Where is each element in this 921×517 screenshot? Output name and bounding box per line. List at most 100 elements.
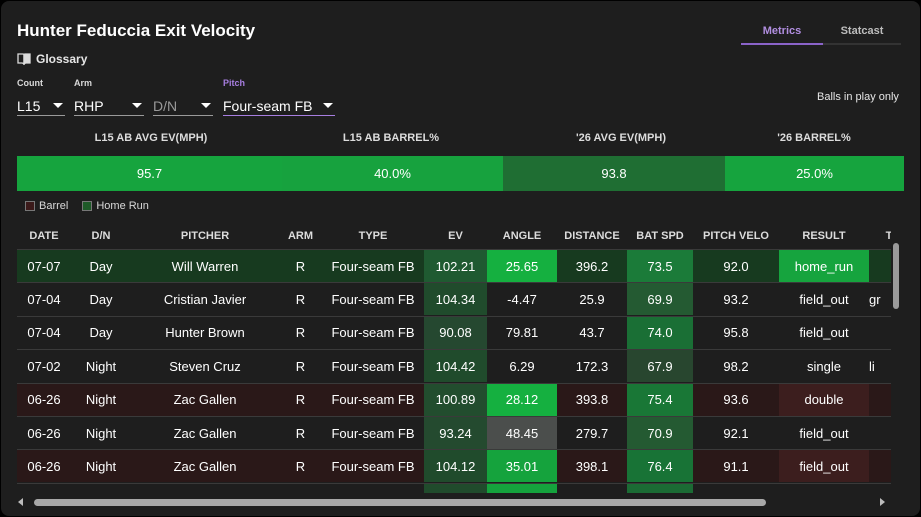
table-cell: 28.12	[487, 383, 557, 416]
table-cell: 104.12	[424, 450, 487, 483]
table-cell: gr	[869, 291, 881, 307]
table-cell: 07-04	[27, 291, 61, 307]
column-header[interactable]: BAT SPD	[636, 230, 684, 242]
count-filter[interactable]: Count L15	[17, 78, 65, 116]
arm-select[interactable]: RHP	[74, 96, 144, 116]
table-cell: 43.7	[579, 325, 605, 341]
table-cell: 393.8	[575, 392, 609, 408]
table-cell: Zac Gallen	[173, 392, 237, 408]
table-cell: 70.9	[627, 417, 693, 449]
glossary-link[interactable]: Glossary	[17, 52, 87, 66]
table-cell	[71, 484, 131, 493]
table-cell: R	[295, 392, 306, 408]
caret-down-icon	[53, 103, 63, 108]
table-cell: field_out	[799, 325, 849, 341]
scroll-right-icon[interactable]	[880, 498, 885, 506]
table-row[interactable]: 06-26 Night Zac Gallen R Four-seam FB 100.89 2…	[17, 382, 891, 416]
day-night-select-value: D/N	[153, 97, 178, 114]
table-cell: 07-04	[27, 325, 61, 341]
column-header[interactable]: PITCHER	[180, 230, 230, 242]
table-cell: R	[295, 358, 306, 374]
horizontal-scroll-thumb[interactable]	[34, 499, 766, 506]
table-cell: field_out	[779, 450, 869, 483]
table-cell: field_out	[799, 291, 849, 307]
table-cell: 93.6	[723, 392, 749, 408]
tab-metrics[interactable]: Metrics	[741, 25, 823, 45]
table-cell: Four-seam FB	[331, 358, 415, 374]
column-header[interactable]: ARM	[287, 230, 314, 242]
arm-filter-label: Arm	[74, 78, 93, 88]
table-cell: Four-seam FB	[331, 325, 415, 341]
table-header: DATE D/N PITCHER ARM TYPE EV ANGLE DISTANCE BAT …	[17, 225, 891, 249]
table-cell: 279.7	[575, 425, 609, 441]
day-night-filter-label	[153, 78, 213, 90]
table-cell	[693, 484, 779, 493]
table-cell	[869, 317, 891, 349]
summary-header: L15 AB BARREL%	[342, 132, 440, 144]
horizontal-scrollbar[interactable]	[18, 497, 888, 507]
table-cell: 48.45	[487, 417, 557, 449]
table-cell: Day	[89, 325, 113, 341]
scroll-left-icon[interactable]	[18, 498, 23, 506]
vertical-scroll-thumb[interactable]	[893, 243, 899, 309]
count-select[interactable]: L15	[17, 96, 65, 116]
table-cell	[424, 483, 487, 493]
pitch-filter[interactable]: Pitch Four-seam FB	[223, 78, 335, 116]
day-night-filter[interactable]: D/N	[153, 78, 213, 116]
table-cell: 104.42	[424, 350, 487, 383]
summary-value: 25.0%	[725, 156, 904, 191]
table-cell	[869, 384, 891, 416]
vertical-scrollbar[interactable]	[891, 237, 901, 495]
legend-swatch	[82, 201, 93, 211]
balls-in-play-toggle[interactable]: Balls in play only	[817, 91, 899, 103]
table-cell: home_run	[779, 250, 869, 282]
table-cell	[627, 483, 693, 493]
table-row[interactable]: 07-04 Day Cristian Javier R Four-seam FB 104.…	[17, 282, 891, 316]
summary-row: 95.7 40.0% 93.8 25.0%	[17, 156, 904, 191]
summary-header: '26 AVG EV(MPH)	[575, 132, 667, 144]
table-cell: Night	[85, 425, 117, 441]
table-cell: Four-seam FB	[331, 392, 415, 408]
caret-down-icon	[323, 103, 333, 108]
table-row[interactable]: 07-02 Night Steven Cruz R Four-seam FB 104.42…	[17, 349, 891, 383]
summary-value: 95.7	[17, 156, 282, 191]
table-cell: 398.1	[575, 458, 609, 474]
glossary-label: Glossary	[36, 52, 88, 66]
table-row[interactable]: 06-26 Night Zac Gallen R Four-seam FB 104.12 3…	[17, 449, 891, 483]
table-cell: single	[807, 358, 841, 374]
column-header[interactable]: DISTANCE	[564, 230, 620, 242]
summary-value: 93.8	[503, 156, 725, 191]
table-cell: 90.08	[424, 316, 487, 349]
table-cell: 91.1	[723, 458, 749, 474]
tab-statcast[interactable]: Statcast	[823, 25, 901, 45]
table-row[interactable]: 07-04 Day Hunter Brown R Four-seam FB 90.08 79…	[17, 315, 891, 349]
column-header[interactable]: TYPE	[358, 230, 388, 242]
table-cell	[869, 417, 891, 449]
summary-header: L15 AB AVG EV(MPH)	[94, 132, 208, 144]
column-header[interactable]: D/N	[91, 230, 111, 242]
table-cell: R	[295, 258, 306, 274]
column-header[interactable]: PITCH VELO	[702, 230, 769, 242]
day-night-select[interactable]: D/N	[153, 96, 213, 116]
table-cell: 76.4	[627, 450, 693, 483]
column-header[interactable]: EV	[448, 230, 463, 242]
pitch-select[interactable]: Four-seam FB	[223, 96, 335, 116]
table-cell: 95.8	[723, 325, 749, 341]
column-header[interactable]: RESULT	[802, 230, 846, 242]
table-row[interactable]: 07-07 Day Will Warren R Four-seam FB 102.21 25…	[17, 249, 891, 282]
column-header[interactable]: ANGLE	[502, 230, 542, 242]
table-cell	[869, 450, 891, 482]
table-cell: 102.21	[424, 250, 487, 282]
table-cell: Cristian Javier	[163, 291, 247, 307]
table-cell: 74.0	[627, 316, 693, 349]
table-row[interactable]	[17, 482, 891, 493]
arm-filter[interactable]: Arm RHP	[74, 78, 144, 116]
column-header[interactable]: TR	[885, 230, 891, 242]
table-cell: Day	[89, 291, 113, 307]
table-cell: R	[295, 291, 306, 307]
table-cell: Zac Gallen	[173, 425, 237, 441]
table-row[interactable]: 06-26 Night Zac Gallen R Four-seam FB 93.24 48…	[17, 416, 891, 449]
table-cell: 75.4	[627, 383, 693, 416]
table-cell: 98.2	[723, 358, 749, 374]
column-header[interactable]: DATE	[29, 230, 59, 242]
